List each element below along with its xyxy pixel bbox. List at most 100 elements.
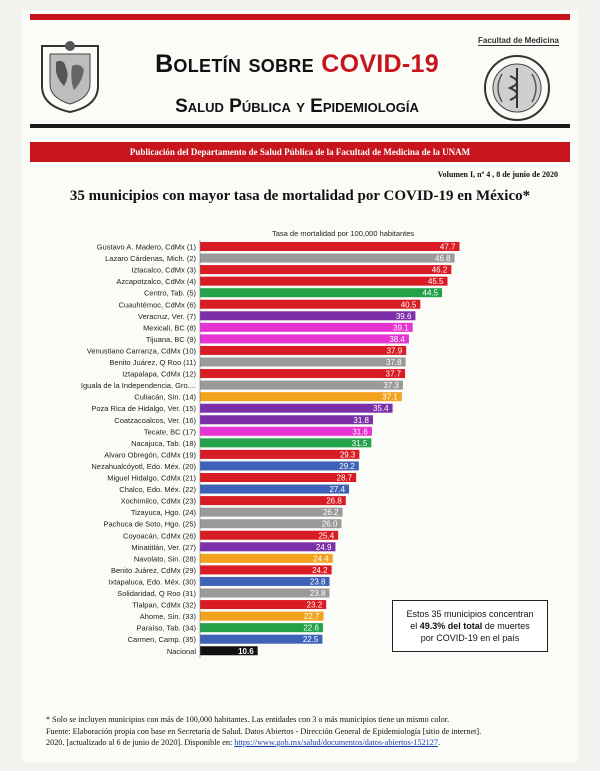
category-label: Nacajuca, Tab. (18)	[131, 439, 196, 448]
value-label: 44.5	[423, 289, 439, 298]
bar	[200, 634, 323, 644]
bar	[200, 403, 393, 413]
bar	[200, 542, 336, 552]
value-label: 38.4	[389, 335, 405, 344]
bar	[200, 288, 443, 298]
bar	[200, 392, 402, 402]
callout-line-2: el 49.3% del total de muertes	[393, 620, 547, 632]
publication-band: Publicación del Departamento de Salud Pú…	[30, 142, 570, 162]
value-label: 39.1	[393, 323, 409, 332]
bar	[200, 600, 327, 610]
footnote-availability-suffix: .	[437, 738, 440, 747]
value-label: 26.2	[323, 508, 339, 517]
callout-line-2-suffix: de muertes	[482, 621, 530, 631]
title-prefix: Boletín sobre	[155, 50, 322, 78]
bar	[200, 519, 342, 529]
header-top-line	[30, 14, 570, 20]
bar	[200, 461, 359, 471]
value-label: 40.5	[401, 300, 417, 309]
footnote-source: Fuente: Elaboración propia con base en S…	[46, 726, 482, 736]
value-label: 24.2	[312, 566, 328, 575]
category-label: Nacional	[167, 647, 197, 656]
category-label: Benito Juárez, CdMx (29)	[111, 566, 197, 575]
callout-highlight: 49.3% del total	[419, 621, 483, 631]
summary-callout: Estos 35 municipios concentran el 49.3% …	[392, 600, 548, 652]
bar	[200, 484, 350, 494]
value-label: 28.7	[337, 474, 353, 483]
bar	[200, 588, 330, 598]
category-label: Venustiano Carranza, CdMx (10)	[87, 346, 197, 355]
bar	[200, 265, 452, 275]
bar	[200, 623, 323, 633]
bar	[200, 311, 416, 321]
value-label: 23.8	[310, 589, 326, 598]
value-label: 24.4	[313, 554, 329, 563]
value-label: 24.9	[316, 543, 332, 552]
value-label: 37.1	[382, 393, 398, 402]
category-label: Lazaro Cárdenas, Mich. (2)	[105, 254, 196, 263]
value-label: 22.7	[304, 612, 320, 621]
bar	[200, 553, 333, 563]
bar	[200, 357, 406, 367]
header-separator	[30, 124, 570, 128]
category-label: Benito Juárez, Q Roo (11)	[109, 358, 196, 367]
value-label: 22.5	[303, 635, 319, 644]
callout-line-2-prefix: el	[410, 621, 420, 631]
category-label: Chalco, Edo. Méx. (22)	[119, 485, 196, 494]
value-label: 23.8	[310, 577, 326, 586]
value-label: 35.4	[373, 404, 389, 413]
mortality-bar-chart: Gustavo A. Madero, CdMx (1) 47.7 Lazaro Cá…	[81, 240, 460, 658]
category-label: Culiacán, Sin. (14)	[134, 393, 196, 402]
footnote-availability: 2020. [actualizado al 6 de junio de 2020…	[46, 737, 566, 749]
category-label: Iztacalco, CdMx (3)	[131, 266, 196, 275]
category-label: Xochimilco, CdMx (23)	[121, 497, 197, 506]
category-label: Alvaro Obregón, CdMx (19)	[104, 450, 196, 459]
value-label: 26.8	[326, 497, 342, 506]
bulletin-subtitle: Salud Pública y Epidemiología	[175, 96, 419, 117]
unam-seal-icon	[41, 41, 99, 114]
title-highlight: COVID-19	[321, 50, 439, 78]
category-label: Iguala de la Independencia, Gro....	[81, 381, 196, 390]
category-label: Carmen, Camp. (35)	[128, 635, 197, 644]
category-label: Tlalpan, CdMx (32)	[132, 601, 196, 610]
bar	[200, 449, 360, 459]
category-label: Minatitlán, Ver. (27)	[131, 543, 196, 552]
value-label: 23.2	[307, 601, 323, 610]
volume-info: Volumen I, nº 4 , 8 de junio de 2020	[437, 170, 558, 179]
value-label: 37.9	[387, 346, 403, 355]
value-label: 31.8	[353, 416, 369, 425]
bar	[200, 322, 413, 332]
footnote: * Solo se incluyen municipios con más de…	[46, 714, 566, 749]
category-label: Gustavo A. Madero, CdMx (1)	[97, 243, 197, 252]
value-label: 37.7	[386, 370, 402, 379]
category-label: Tizayuca, Hgo. (24)	[131, 508, 197, 517]
value-label: 46.8	[435, 254, 451, 263]
category-label: Coyoacán, CdMx (26)	[123, 531, 196, 540]
bar	[200, 496, 346, 506]
value-label: 37.8	[386, 358, 402, 367]
bar	[200, 438, 372, 448]
bar	[200, 345, 407, 355]
category-label: Azcapotzalco, CdMx (4)	[116, 277, 196, 286]
callout-line-1: Estos 35 municipios concentran	[406, 609, 534, 619]
category-label: Pachuca de Soto, Hgo. (25)	[103, 520, 196, 529]
value-label: 29.2	[339, 462, 355, 471]
category-label: Coatzacoalcos, Ver. (16)	[114, 416, 196, 425]
footnote-note: * Solo se incluyen municipios con más de…	[46, 715, 450, 724]
source-link[interactable]: https://www.gob.mx/salud/documentos/dato…	[234, 738, 438, 747]
value-label: 27.4	[329, 485, 345, 494]
faculty-seal-icon	[484, 55, 550, 121]
value-label: 47.7	[440, 243, 456, 252]
category-label: Cuauhtémoc, CdMx (6)	[118, 300, 196, 309]
category-label: Poza Rica de Hidalgo, Ver. (15)	[91, 404, 196, 413]
value-label: 37.3	[383, 381, 399, 390]
value-label: 10.6	[238, 647, 254, 656]
value-label: 45.5	[428, 277, 444, 286]
bar	[200, 576, 330, 586]
bar	[200, 565, 332, 575]
bar	[200, 415, 373, 425]
bar	[200, 507, 343, 517]
category-label: Iztapalapa, CdMx (12)	[122, 370, 196, 379]
bulletin-title: Boletín sobre COVID-19	[117, 50, 477, 79]
category-label: Centro, Tab. (5)	[144, 289, 196, 298]
